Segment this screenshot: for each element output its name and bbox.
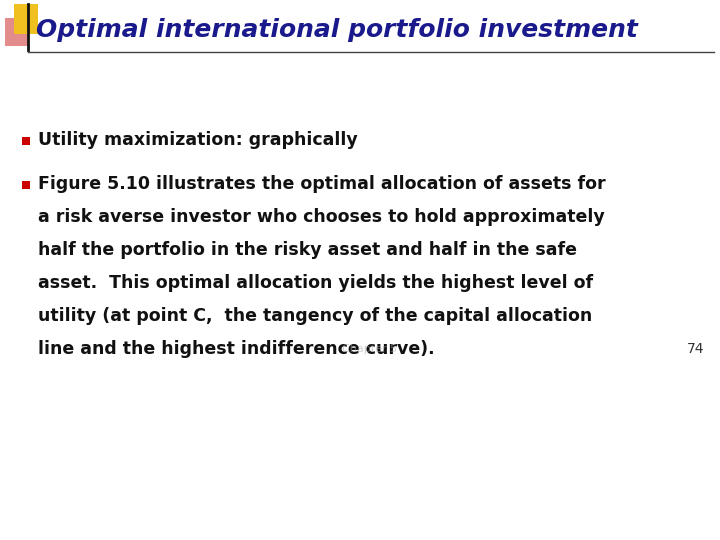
Bar [22,137,30,145]
Bar [14,4,38,34]
Bar [22,181,30,189]
Text: utility (at point C,  the tangency of the capital allocation: utility (at point C, the tangency of the… [38,307,593,325]
Text: half the portfolio in the risky asset and half in the safe: half the portfolio in the risky asset an… [38,241,577,259]
Text: Chapter 5: Chapter 5 [343,344,397,354]
Text: 74: 74 [686,342,704,356]
Text: a risk averse investor who chooses to hold approximately: a risk averse investor who chooses to ho… [38,208,605,226]
Text: Figure 5.10 illustrates the optimal allocation of assets for: Figure 5.10 illustrates the optimal allo… [38,175,606,193]
Bar [5,18,29,46]
Text: asset.  This optimal allocation yields the highest level of: asset. This optimal allocation yields th… [38,274,593,292]
Text: Optimal international portfolio investment: Optimal international portfolio investme… [36,18,638,42]
Text: line and the highest indifference curve).: line and the highest indifference curve)… [38,340,435,358]
Text: Utility maximization: graphically: Utility maximization: graphically [38,131,358,149]
